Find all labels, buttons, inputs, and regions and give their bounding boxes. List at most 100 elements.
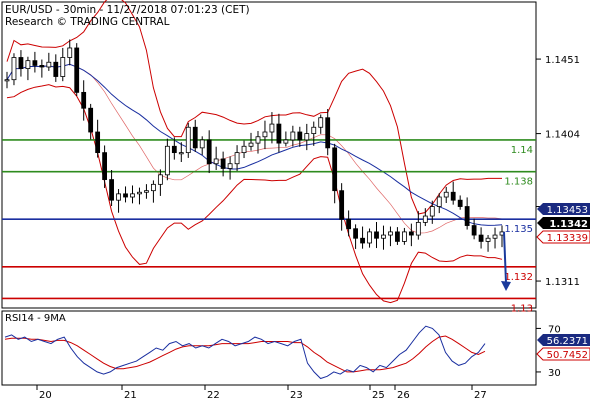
candle-body: [255, 136, 261, 144]
candle-body: [81, 91, 87, 109]
candle-body: [206, 139, 212, 165]
candle-body: [95, 131, 101, 154]
moving-average-path: [6, 63, 503, 226]
candle-body: [11, 57, 17, 81]
candle-body: [332, 147, 338, 192]
chart-subtitle: Research © TRADING CENTRAL: [5, 16, 170, 28]
forecast-arrow-head: [501, 280, 511, 291]
candle-body: [367, 231, 372, 244]
candle-body: [220, 158, 226, 169]
price-badge-label: 1.1342: [549, 219, 588, 230]
candle-body: [311, 126, 317, 134]
rsi-line: [4, 325, 486, 380]
candle-body: [471, 225, 477, 236]
rsi-y-axis: 70 30 56.2371 50.7452: [536, 324, 590, 379]
candle-body: [248, 142, 254, 147]
level-label: 1.13: [511, 303, 533, 314]
candle-body: [290, 131, 296, 141]
candle-body: [25, 60, 31, 69]
candle-body: [395, 231, 400, 242]
rsi-tick-label: 30: [548, 368, 561, 379]
candle-body: [429, 206, 435, 217]
candle-body: [185, 126, 191, 154]
candle-body: [262, 131, 268, 138]
candle-body: [443, 191, 449, 198]
chart-title: EUR/USD - 30min - 11/27/2018 07:01:23 (C…: [5, 4, 250, 16]
forecast-arrow-shaft: [503, 231, 507, 284]
x-tick-label: 21: [124, 390, 137, 400]
candle-body: [116, 193, 121, 201]
candle-body: [374, 231, 379, 239]
level-lines: 1.14 1.138 1.135 1.132 1.13: [2, 139, 536, 314]
candle-body: [199, 139, 205, 149]
level-label: 1.14: [511, 145, 533, 156]
candle-body: [227, 163, 233, 169]
forecast-arrow: [501, 231, 511, 291]
price-badge: [536, 230, 590, 244]
y-tick-label: 1.1451: [545, 55, 580, 66]
candle-body: [130, 193, 135, 198]
candlesticks: [4, 39, 505, 252]
candle-body: [464, 206, 470, 226]
rsi-plot-frame: [1, 310, 537, 386]
x-tick-label: 27: [474, 390, 487, 400]
candle-body: [67, 47, 73, 58]
time-x-axis: 20 21 22 23 25 26 27: [36, 385, 487, 401]
candle-body: [234, 152, 240, 165]
x-tick-label: 25: [372, 390, 385, 400]
moving-average-line: [6, 63, 503, 226]
level-label: 1.138: [504, 177, 533, 188]
candle-body: [102, 152, 108, 180]
candle-body: [74, 47, 80, 93]
candle-body: [151, 183, 156, 192]
candle-body: [178, 152, 184, 155]
candle-body: [304, 133, 310, 141]
x-tick-label: 20: [39, 390, 52, 400]
candle-body: [401, 231, 407, 242]
y-tick-label: 1.1404: [545, 130, 580, 141]
candle-body: [450, 191, 456, 201]
rsi-ma-line: [4, 335, 486, 373]
rsi-badge-label: 56.2371: [547, 336, 588, 347]
rsi-label: RSI14 - 9MA: [5, 313, 66, 324]
candle-body: [297, 131, 303, 141]
candle-body: [436, 196, 442, 207]
candle-body: [339, 190, 345, 220]
candle-body: [123, 193, 128, 198]
candle-body: [164, 145, 170, 176]
candle-body: [325, 117, 331, 149]
candle-body: [137, 191, 142, 195]
y-tick-label: 1.1311: [545, 277, 580, 288]
candle-body: [283, 139, 289, 144]
candle-body: [46, 61, 52, 68]
rsi-tick-label: 70: [548, 324, 561, 335]
candle-body: [415, 221, 421, 236]
level-label: 1.132: [504, 272, 533, 283]
candle-body: [18, 57, 24, 69]
candle-body: [32, 60, 38, 66]
x-tick-label: 22: [207, 390, 220, 400]
rsi-panel-lines: [4, 325, 486, 380]
candle-body: [381, 234, 386, 239]
candle-body: [171, 145, 177, 154]
candle-body: [53, 61, 59, 77]
candle-body: [492, 234, 498, 239]
price-plot-frame: [1, 1, 537, 309]
candle-body: [457, 199, 463, 207]
x-tick-label: 23: [290, 390, 303, 400]
candle-body: [276, 123, 282, 144]
rsi-badge: [537, 334, 590, 346]
candle-body: [192, 126, 198, 149]
candle-body: [318, 117, 324, 128]
level-label: 1.135: [504, 224, 533, 235]
candle-body: [485, 237, 491, 242]
candle-body: [241, 145, 247, 154]
candle-body: [213, 158, 219, 165]
candle-body: [422, 215, 428, 223]
rsi-badge-label: 50.7452: [547, 350, 588, 361]
price-badge-label: 1.13453: [547, 205, 588, 216]
candle-body: [478, 234, 484, 242]
